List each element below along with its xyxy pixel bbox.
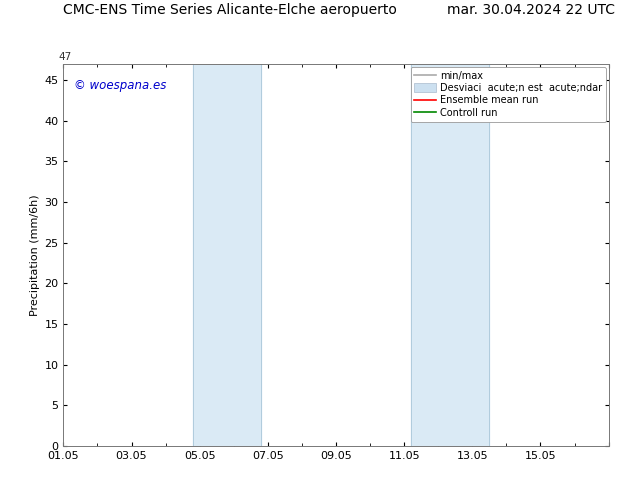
Text: © woespana.es: © woespana.es	[74, 79, 167, 92]
Text: 47: 47	[58, 52, 71, 62]
Bar	[411, 64, 489, 446]
Bar	[193, 64, 261, 446]
Text: CMC-ENS Time Series Alicante-Elche aeropuerto: CMC-ENS Time Series Alicante-Elche aerop…	[63, 3, 398, 17]
Y-axis label: Precipitation (mm/6h): Precipitation (mm/6h)	[30, 194, 40, 316]
Legend: min/max, Desviaci  acute;n est  acute;ndar, Ensemble mean run, Controll run: min/max, Desviaci acute;n est acute;ndar…	[411, 67, 605, 122]
Text: mar. 30.04.2024 22 UTC: mar. 30.04.2024 22 UTC	[447, 3, 615, 17]
